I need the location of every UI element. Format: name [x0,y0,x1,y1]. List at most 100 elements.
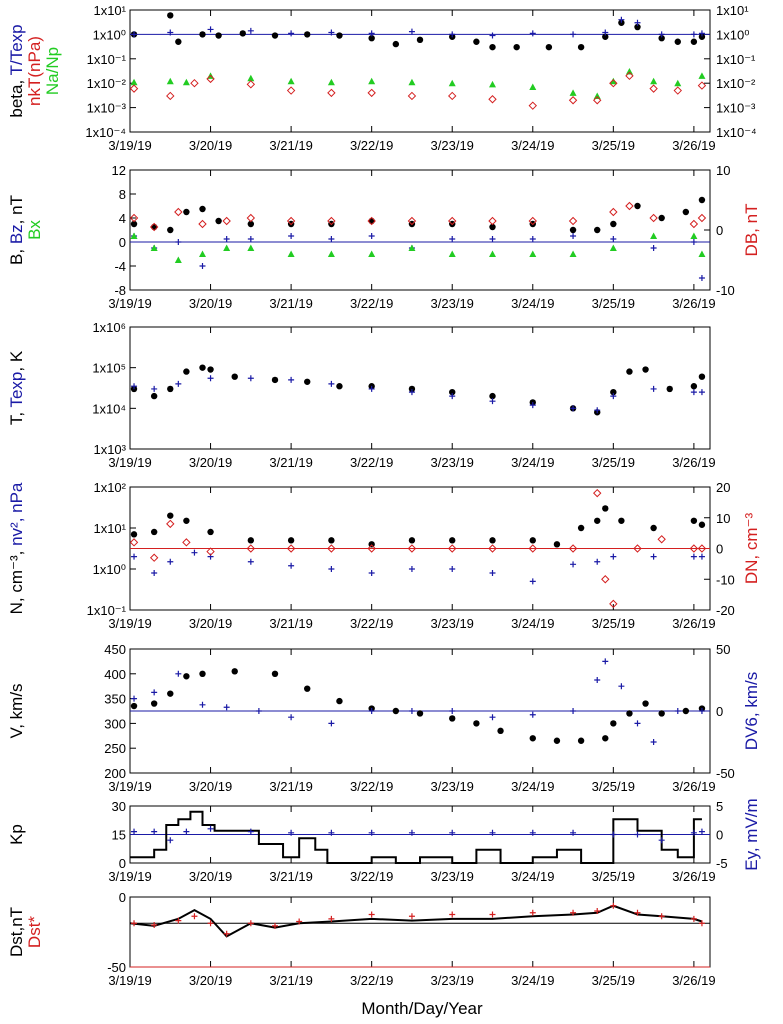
data-point [489,80,496,88]
data-point [150,223,158,231]
data-point [489,911,496,918]
data-point [489,43,496,51]
data-point [199,205,206,213]
data-point [287,250,295,257]
data-point [247,220,255,228]
data-point [650,385,657,392]
data-point [296,918,303,925]
y-tick-label: -50 [107,960,126,975]
data-point [223,930,230,937]
x-tick-label: 3/22/19 [350,296,393,311]
panel-frame [129,9,711,133]
x-tick-label: 3/19/19 [108,296,151,311]
data-point [167,837,174,844]
data-point [618,19,625,26]
data-point [416,36,424,44]
data-point [183,828,190,835]
data-point [207,528,214,536]
data-point [609,77,617,85]
data-point [150,244,158,251]
data-point [131,31,138,38]
series-Kp-step [130,810,702,864]
data-point [690,232,698,239]
series-Kp-plus [131,825,705,844]
data-point [568,544,578,553]
data-point [199,250,206,257]
x-tick-label: 3/21/19 [269,138,312,153]
y-tick-label-right: -10 [716,572,735,587]
y-axis-title-part: V, km/s [7,683,26,738]
data-point [166,519,175,529]
data-point [167,690,174,697]
data-point [529,250,537,257]
data-point [286,544,296,553]
x-tick-label: 3/24/19 [511,616,554,631]
data-point [529,909,536,916]
data-point [408,385,416,393]
data-point [594,908,601,914]
data-point [368,217,375,225]
data-point [199,701,206,708]
data-point [247,558,254,565]
data-point [529,578,536,585]
data-point [690,915,697,922]
data-point [473,720,480,727]
data-point [167,512,174,519]
series-beta-dot [130,12,706,51]
data-point [304,685,311,692]
data-point [336,697,343,705]
x-tick-label: 3/23/19 [431,973,474,988]
y-tick-label: 400 [104,667,126,682]
x-tick-label: 3/21/19 [269,869,312,884]
y-axis-title-part: Kp [7,824,26,845]
data-point [609,599,618,609]
data-point [131,383,138,390]
x-tick-label: 3/26/19 [672,779,715,794]
y-tick-label: 1x10⁻⁴ [85,125,126,140]
data-point [658,214,665,222]
data-point [610,393,617,400]
y-tick-label: 1x10¹ [93,3,126,18]
data-point [336,383,343,390]
y-axis-title-part: Dst* [25,916,44,949]
data-point [247,828,254,835]
series-T-plus [131,375,705,414]
data-point [594,677,601,683]
data-point [183,208,190,216]
y-tick-label: 1x10⁴ [92,401,126,416]
data-point [131,828,138,835]
y-axis-title-part: ⁻³ [7,555,26,570]
data-point [529,711,536,718]
y-tick-label: -8 [114,283,126,298]
data-point [626,710,633,717]
y-axis-title-left: N, cm⁻³, nv², nPa [7,482,26,614]
data-point [650,77,658,85]
data-point [131,553,138,560]
x-tick-label: 3/26/19 [672,296,715,311]
data-point [368,911,375,918]
x-tick-label: 3/21/19 [269,779,312,794]
data-point [407,544,417,553]
x-tick-label: 3/24/19 [511,869,554,884]
series-B-diamond [129,201,707,232]
y-tick-label-right: 1x10⁰ [716,27,749,42]
x-tick-label: 3/26/19 [672,455,715,470]
y-axis-title-part: Texp [7,372,26,408]
y-tick-label-right: 0 [716,704,723,719]
x-tick-label: 3/19/19 [108,973,151,988]
data-point [407,216,417,226]
data-point [288,829,295,836]
data-point [367,88,376,98]
data-point [553,737,561,744]
data-point [151,922,158,928]
panel-frame [129,896,711,968]
data-point [489,714,496,721]
data-point [206,74,215,84]
x-tick-label: 3/20/19 [189,869,232,884]
data-point [175,917,182,924]
data-point [568,96,578,105]
data-point [650,524,657,532]
data-point [594,226,601,234]
data-point [247,27,254,34]
data-point [489,250,496,257]
